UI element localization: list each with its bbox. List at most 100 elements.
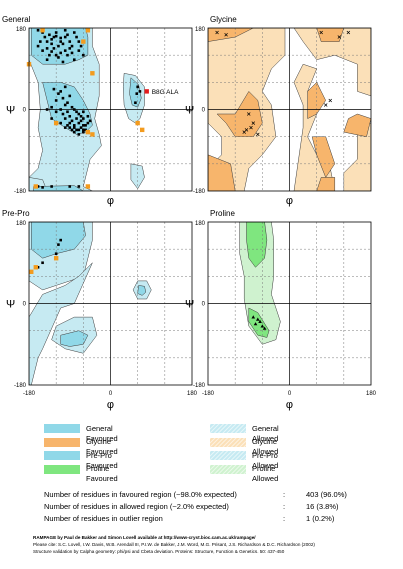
outlier-label: B8G ALA (152, 89, 179, 96)
residue-point (251, 121, 256, 125)
residue-point (256, 317, 260, 321)
y-tick-label: 0 (202, 302, 206, 308)
legend-swatch (44, 451, 80, 460)
legend-swatch (210, 437, 246, 447)
residue-point (61, 96, 65, 100)
residue-point (224, 33, 228, 37)
stat-label: Number of residues in outlier region (44, 514, 163, 523)
residue-point (319, 30, 323, 35)
legend-swatch (44, 424, 80, 433)
residue-point (75, 110, 78, 114)
legend-swatch (210, 424, 246, 433)
residue-point (50, 185, 53, 188)
allowed-region (29, 262, 93, 385)
residue-point (59, 36, 62, 40)
special-residue-point (53, 256, 59, 261)
residue-point (79, 126, 83, 129)
residue-point (72, 108, 76, 111)
residue-point (45, 108, 49, 111)
favoured-region (208, 28, 254, 42)
residue-point (72, 31, 76, 34)
favoured-region (316, 177, 336, 191)
special-residue-point (33, 265, 38, 270)
special-residue-point (81, 39, 86, 44)
residue-point (54, 99, 58, 102)
legend-label: Proline Favoured (86, 464, 118, 483)
residue-point (70, 44, 74, 48)
residue-point (57, 92, 60, 95)
special-residue-point (85, 184, 91, 189)
residue-point (346, 30, 351, 35)
special-residue-point (90, 132, 95, 137)
stat-colon: : (283, 502, 286, 511)
residue-points: B8G ALA (26, 28, 179, 189)
panel-title: Glycine (210, 15, 237, 24)
legend-label: Pre-Pro Allowed (252, 450, 279, 470)
favoured-region (246, 222, 268, 268)
favoured-region (316, 28, 345, 42)
special-residue-point (139, 127, 145, 133)
x-axis-label: φ (286, 195, 293, 207)
residue-point (72, 58, 76, 61)
residue-point (68, 40, 72, 43)
residue-point (48, 53, 51, 57)
residue-point (82, 110, 85, 114)
plot-prepro: Pre-Pro 180 0 -180 Ψ -180 0 180 φ (2, 209, 198, 411)
stat-value: 1 (0.2%) (306, 514, 335, 523)
stat-colon: : (283, 514, 286, 523)
plot-glycine: Glycine 180 0 -180 Ψφ (185, 15, 372, 207)
residue-point (244, 128, 249, 132)
residue-point (77, 40, 81, 43)
residue-point (63, 117, 67, 120)
residue-point (57, 44, 60, 48)
y-tick-label: -180 (14, 189, 27, 195)
stat-value: 16 (3.8%) (306, 502, 339, 511)
plot-general: B8G ALA General 180 0 -180 Ψφ (2, 15, 193, 207)
favoured-region (216, 91, 263, 137)
legend-swatch (210, 464, 246, 474)
residue-point (41, 31, 44, 34)
residue-point (77, 49, 81, 52)
residue-point (70, 51, 74, 55)
residue-point (82, 117, 85, 120)
panel-title: Pre-Pro (2, 209, 30, 218)
residue-point (41, 186, 44, 189)
residue-point (72, 124, 76, 127)
stat-colon: : (283, 490, 286, 499)
residue-point (260, 324, 265, 328)
residue-point (77, 128, 81, 132)
residue-point (323, 103, 328, 107)
residue-point (45, 40, 49, 43)
legend-swatch (44, 437, 80, 447)
special-residue-point (135, 120, 140, 126)
residue-point (52, 47, 56, 50)
residue-point (63, 35, 67, 39)
residue-point (57, 56, 60, 59)
residue-point (66, 101, 69, 105)
legend-label: Pre-Pro Favoured (86, 450, 118, 470)
stat-value: 403 (96.0%) (306, 490, 347, 499)
residue-point (63, 28, 67, 32)
residue-point (61, 42, 65, 46)
regions (29, 222, 152, 385)
residue-point (249, 125, 253, 130)
residue-points (215, 30, 351, 137)
plot-frame (28, 221, 193, 386)
residue-point (59, 108, 62, 111)
residue-point (39, 40, 42, 43)
residue-point (75, 35, 78, 39)
stat-label: Number of residues in allowed region (~2… (44, 502, 229, 511)
residue-point (328, 98, 332, 103)
y-tick-label: -180 (14, 383, 27, 389)
plot-proline: Proline 180 0 -180 Ψ -180 0 180 φ (185, 209, 377, 411)
residue-point (66, 124, 69, 127)
residue-point (36, 185, 40, 188)
residue-point (45, 58, 49, 61)
residue-point (79, 114, 83, 118)
residue-point (84, 124, 87, 127)
x-tick-label: -180 (23, 391, 36, 397)
residue-point (70, 105, 74, 109)
special-residue-point (29, 269, 34, 275)
residue-point (36, 44, 40, 48)
residue-point (68, 47, 72, 50)
